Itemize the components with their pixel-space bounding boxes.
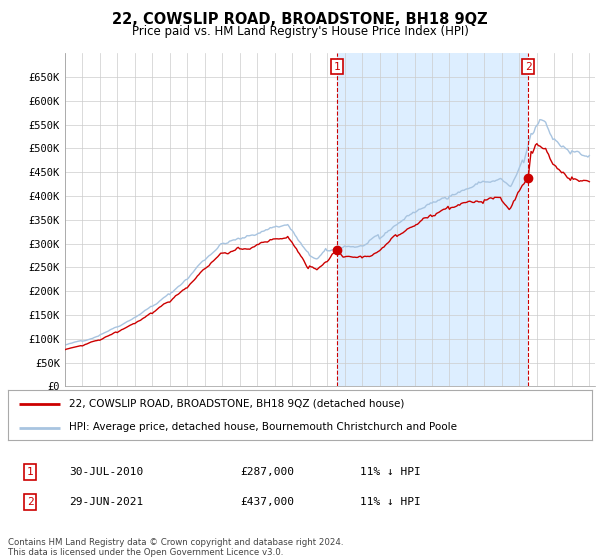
- Text: £287,000: £287,000: [240, 467, 294, 477]
- Text: 11% ↓ HPI: 11% ↓ HPI: [360, 497, 421, 507]
- Text: 22, COWSLIP ROAD, BROADSTONE, BH18 9QZ (detached house): 22, COWSLIP ROAD, BROADSTONE, BH18 9QZ (…: [69, 399, 404, 409]
- Text: 22, COWSLIP ROAD, BROADSTONE, BH18 9QZ: 22, COWSLIP ROAD, BROADSTONE, BH18 9QZ: [112, 12, 488, 27]
- Text: £437,000: £437,000: [240, 497, 294, 507]
- Text: HPI: Average price, detached house, Bournemouth Christchurch and Poole: HPI: Average price, detached house, Bour…: [69, 422, 457, 432]
- Text: Price paid vs. HM Land Registry's House Price Index (HPI): Price paid vs. HM Land Registry's House …: [131, 25, 469, 38]
- Text: 30-JUL-2010: 30-JUL-2010: [69, 467, 143, 477]
- Text: 2: 2: [26, 497, 34, 507]
- Text: 11% ↓ HPI: 11% ↓ HPI: [360, 467, 421, 477]
- Text: 1: 1: [26, 467, 34, 477]
- Text: 2: 2: [525, 62, 532, 72]
- Text: 29-JUN-2021: 29-JUN-2021: [69, 497, 143, 507]
- Text: Contains HM Land Registry data © Crown copyright and database right 2024.
This d: Contains HM Land Registry data © Crown c…: [8, 538, 343, 557]
- Text: 1: 1: [334, 62, 341, 72]
- Bar: [337, 53, 528, 386]
